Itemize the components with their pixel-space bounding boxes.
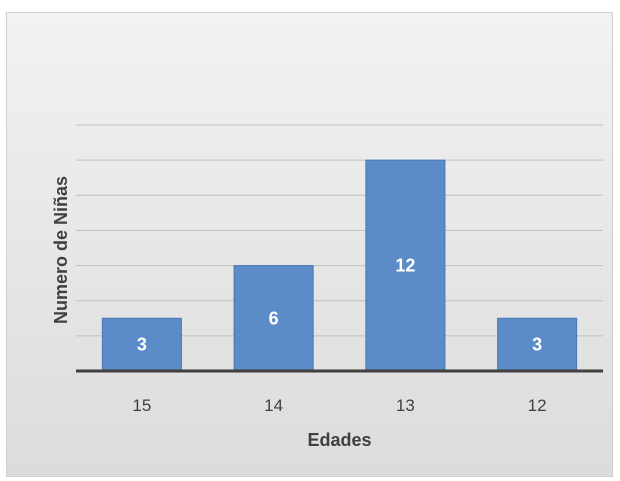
bar-15 [101, 317, 182, 372]
data-label: 12 [395, 256, 415, 276]
data-labels: 3 6 12 3 [137, 256, 542, 355]
x-tick-label: 12 [528, 396, 547, 415]
x-tick-label: 15 [132, 396, 151, 415]
bar-13 [365, 159, 446, 372]
gridlines [76, 124, 603, 337]
data-label: 3 [137, 335, 147, 355]
bars [101, 159, 578, 372]
x-tick-labels: 15 14 13 12 [132, 396, 546, 415]
bar-14 [233, 265, 314, 372]
data-label: 6 [269, 308, 279, 328]
data-label: 3 [532, 335, 542, 355]
bar-12 [497, 317, 578, 372]
x-axis-title: Edades [307, 430, 371, 450]
y-axis-title: Numero de Niñas [51, 176, 71, 324]
chart-area [6, 12, 613, 477]
x-tick-label: 13 [396, 396, 415, 415]
x-tick-label: 14 [264, 396, 283, 415]
